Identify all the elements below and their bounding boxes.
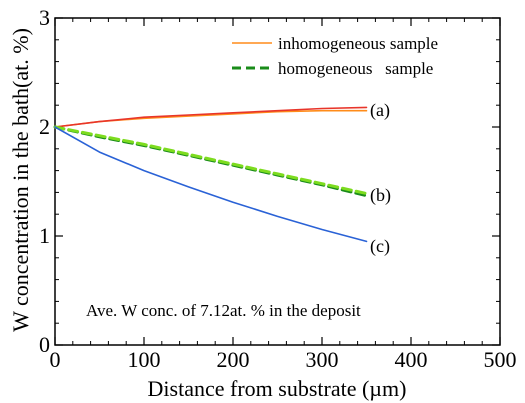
curve-label-b: (b) <box>370 185 391 206</box>
x-axis-title: Distance from substrate (µm) <box>148 376 407 401</box>
axis-ticks <box>54 17 501 346</box>
x-tick-label: 200 <box>217 347 250 372</box>
x-tick-label: 100 <box>128 347 161 372</box>
curve-label-a: (a) <box>370 100 390 121</box>
y-tick-label: 1 <box>39 223 50 248</box>
y-tick-label: 2 <box>39 114 50 139</box>
curve-label-c: (c) <box>370 236 390 257</box>
x-tick-label: 400 <box>395 347 428 372</box>
legend-label-homogeneous: homogeneous sample <box>278 59 433 78</box>
axis-tick-labels: 0 100 200 300 400 500 0 1 2 3 <box>39 5 517 372</box>
series-line-4 <box>54 126 368 243</box>
x-tick-label: 0 <box>50 347 61 372</box>
series-line-1 <box>54 106 368 128</box>
y-tick-label: 0 <box>39 332 50 357</box>
legend-label-inhomogeneous: inhomogeneous sample <box>278 34 438 53</box>
x-tick-label: 500 <box>484 347 517 372</box>
y-axis-title: W concentration in the bath(at. %) <box>8 28 33 332</box>
plot-frame <box>54 17 501 346</box>
series-line-3 <box>53 125 368 195</box>
y-tick-label: 3 <box>39 5 50 30</box>
x-tick-label: 300 <box>306 347 339 372</box>
series-lines <box>53 106 368 243</box>
chart-annotation: Ave. W conc. of 7.12at. % in the deposit <box>86 301 361 320</box>
legend: inhomogeneous sample homogeneous sample <box>232 34 438 78</box>
